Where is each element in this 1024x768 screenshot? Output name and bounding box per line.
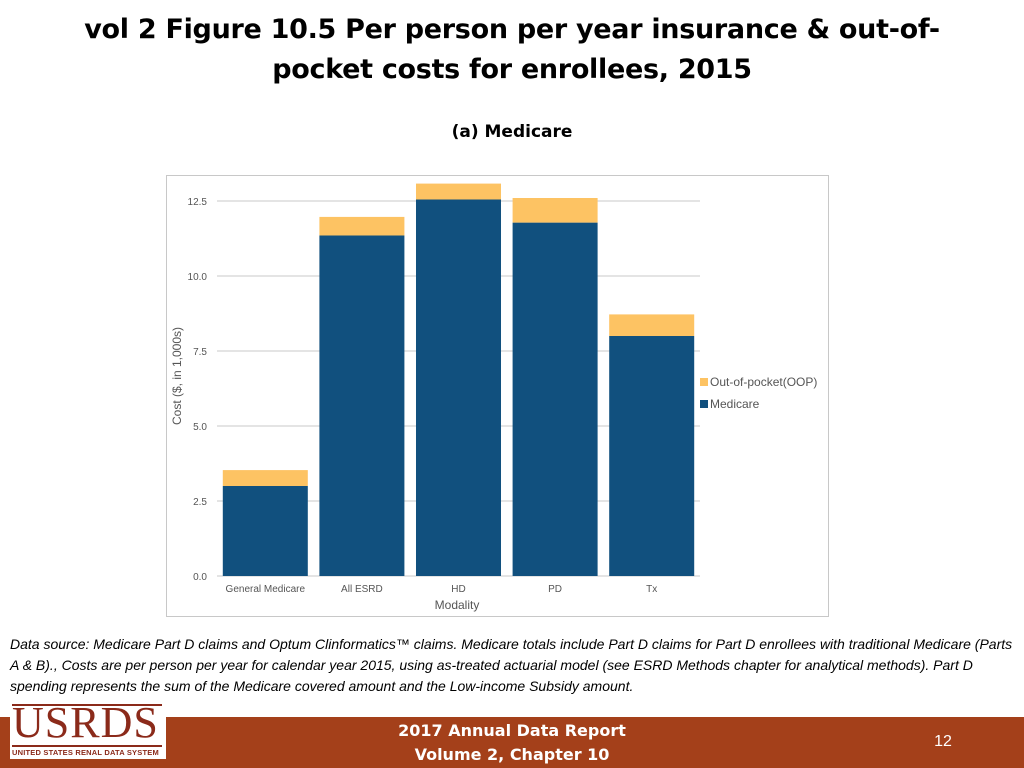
bar-medicare [319, 235, 405, 576]
footer-line-2: Volume 2, Chapter 10 [414, 745, 610, 764]
y-tick-label: 12.5 [188, 197, 208, 208]
logo-wordmark: USRDS [12, 698, 159, 747]
y-axis-label: Cost ($, in 1,000s) [170, 327, 184, 425]
y-tick-label: 2.5 [193, 497, 207, 508]
bar-out-of-pocket-oop [319, 216, 405, 236]
x-tick-label: All ESRD [341, 584, 383, 595]
footer-bar [0, 717, 1024, 768]
bar-medicare [609, 336, 695, 576]
legend-swatch [700, 400, 708, 408]
x-tick-label: General Medicare [226, 584, 306, 595]
y-tick-label: 7.5 [193, 347, 207, 358]
y-tick-label: 10.0 [188, 272, 208, 283]
x-tick-label: HD [451, 584, 465, 595]
bar-out-of-pocket-oop [415, 183, 502, 200]
legend: Out-of-pocket(OOP) Medicare [700, 375, 817, 411]
y-tick-label: 5.0 [193, 422, 207, 433]
legend-swatch [700, 378, 708, 386]
stacked-bar-chart: 0.0 2.5 5.0 7.5 10.0 12.5 General Medicare All… [170, 183, 817, 612]
logo-subtext: UNITED STATES RENAL DATA SYSTEM [12, 748, 159, 757]
legend-label: Out-of-pocket(OOP) [710, 375, 817, 389]
bar-out-of-pocket-oop [609, 314, 695, 336]
x-tick-label: PD [548, 584, 562, 595]
slide-title: vol 2 Figure 10.5 Per person per year in… [84, 14, 940, 85]
x-axis-label: Modality [435, 598, 480, 612]
bar-out-of-pocket-oop [222, 470, 308, 486]
bar-out-of-pocket-oop [512, 198, 598, 223]
chart-subtitle: (a) Medicare [451, 122, 573, 142]
x-tick-label: Tx [646, 584, 657, 595]
x-tick-labels: General Medicare All ESRD HD PD Tx [226, 584, 658, 595]
chart-frame: 0.0 2.5 5.0 7.5 10.0 12.5 General Medicare All… [166, 175, 829, 617]
bar-medicare [222, 486, 308, 576]
legend-label: Medicare [710, 397, 760, 411]
data-source-footnote: Data source: Medicare Part D claims and … [10, 636, 1013, 694]
y-tick-labels: 0.0 2.5 5.0 7.5 10.0 12.5 [188, 197, 208, 583]
footer-report-title: 2017 Annual Data Report Volume 2, Chapte… [362, 719, 662, 767]
page-number: 12 [934, 733, 952, 750]
bar-medicare [512, 222, 598, 576]
usrds-logo: USRDS UNITED STATES RENAL DATA SYSTEM [10, 699, 166, 759]
footer-line-1: 2017 Annual Data Report [398, 721, 626, 740]
bars [222, 183, 695, 576]
bar-medicare [415, 199, 502, 576]
y-tick-label: 0.0 [193, 572, 207, 583]
